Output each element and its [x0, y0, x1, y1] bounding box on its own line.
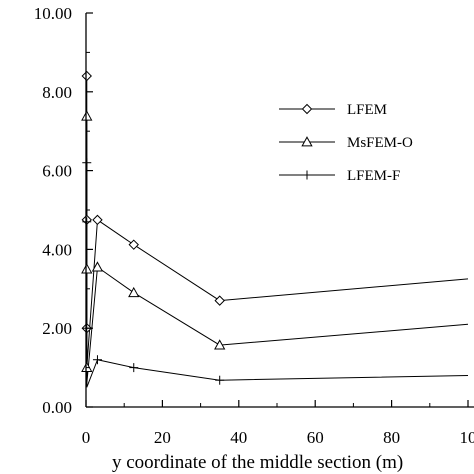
series-lines: [86, 76, 469, 388]
data-point: [129, 363, 139, 373]
x-axis-label: y coordinate of the middle section (m): [112, 452, 403, 473]
y-tick-label: 4.00: [42, 240, 72, 259]
y-tick-label: 2.00: [42, 319, 72, 338]
x-tick-label: 10: [460, 428, 474, 447]
data-point: [214, 295, 225, 306]
x-tick-label: 60: [307, 428, 324, 447]
y-tick-label: 10.00: [34, 4, 72, 23]
legend-label: LFEM-F: [347, 168, 400, 184]
series-line-0: [86, 76, 469, 368]
x-tick-label: 40: [230, 428, 247, 447]
data-point: [128, 286, 140, 298]
x-tick-label: 20: [154, 428, 171, 447]
x-tick-label: 80: [383, 428, 400, 447]
legend-marker: [301, 103, 313, 115]
legend-marker: [301, 136, 313, 147]
y-tick-label: 6.00: [42, 162, 72, 181]
legend: LFEM MsFEM-O LFEM-F: [279, 102, 413, 184]
data-point: [82, 217, 92, 227]
data-point: [92, 355, 102, 365]
data-point: [81, 110, 93, 121]
legend-label: MsFEM-O: [347, 135, 413, 151]
y-tick-label: 8.00: [42, 83, 72, 102]
x-tick-label: 0: [82, 428, 91, 447]
data-point: [81, 70, 92, 82]
axes: [85, 12, 474, 408]
series-markers: [81, 70, 226, 385]
data-point: [215, 375, 225, 385]
series-line-1: [86, 116, 469, 384]
data-point: [91, 261, 104, 272]
data-point: [82, 158, 92, 168]
data-point: [214, 339, 226, 350]
data-point: [92, 214, 103, 226]
legend-label: LFEM: [347, 102, 387, 118]
series-line-2: [86, 162, 469, 388]
y-tick-label: 0.00: [42, 398, 72, 417]
data-point: [128, 239, 139, 250]
legend-marker: [302, 170, 312, 180]
tick-labels: 0.00 2.00 4.00 6.00 8.00 10.00 0 20 40 60 80 10: [34, 4, 474, 447]
data-point: [81, 263, 93, 274]
